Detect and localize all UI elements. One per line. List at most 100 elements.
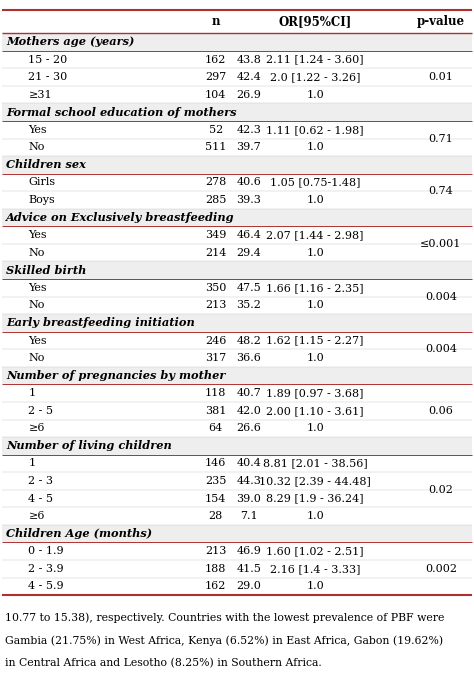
Text: 42.0: 42.0 bbox=[237, 406, 261, 416]
Text: 317: 317 bbox=[205, 353, 226, 363]
Bar bbox=[2, 314, 472, 331]
Text: 214: 214 bbox=[205, 248, 227, 257]
Text: Mothers age (years): Mothers age (years) bbox=[6, 37, 135, 48]
Text: 2.07 [1.44 - 2.98]: 2.07 [1.44 - 2.98] bbox=[266, 230, 364, 240]
Text: 349: 349 bbox=[205, 230, 227, 240]
Text: 43.8: 43.8 bbox=[237, 55, 261, 64]
Text: Formal school education of mothers: Formal school education of mothers bbox=[6, 107, 237, 118]
Text: Number of pregnancies by mother: Number of pregnancies by mother bbox=[6, 370, 226, 381]
Text: 0.004: 0.004 bbox=[425, 345, 457, 354]
Text: 44.3: 44.3 bbox=[237, 476, 261, 486]
Text: 2 - 3: 2 - 3 bbox=[28, 476, 54, 486]
Text: 0.71: 0.71 bbox=[428, 134, 453, 143]
Text: 40.4: 40.4 bbox=[237, 458, 261, 468]
Text: 1: 1 bbox=[28, 458, 36, 468]
Text: 0.06: 0.06 bbox=[428, 406, 453, 416]
Text: Gambia (21.75%) in West Africa, Kenya (6.52%) in East Africa, Gabon (19.62%): Gambia (21.75%) in West Africa, Kenya (6… bbox=[5, 635, 443, 646]
Text: 10.32 [2.39 - 44.48]: 10.32 [2.39 - 44.48] bbox=[259, 476, 371, 486]
Text: Yes: Yes bbox=[28, 336, 47, 345]
Text: 42.3: 42.3 bbox=[237, 125, 261, 135]
Text: 0 - 1.9: 0 - 1.9 bbox=[28, 546, 64, 556]
Text: 2.00 [1.10 - 3.61]: 2.00 [1.10 - 3.61] bbox=[266, 406, 364, 416]
Text: No: No bbox=[28, 248, 45, 257]
Text: p-value: p-value bbox=[417, 15, 465, 28]
Text: 1.0: 1.0 bbox=[306, 195, 324, 205]
Text: 1.0: 1.0 bbox=[306, 581, 324, 592]
Text: 7.1: 7.1 bbox=[240, 511, 258, 521]
Text: 162: 162 bbox=[205, 581, 227, 592]
Text: 154: 154 bbox=[205, 493, 227, 504]
Text: 48.2: 48.2 bbox=[237, 336, 261, 345]
Bar bbox=[2, 525, 472, 543]
Text: ≥31: ≥31 bbox=[28, 90, 52, 100]
Text: 1.60 [1.02 - 2.51]: 1.60 [1.02 - 2.51] bbox=[266, 546, 364, 556]
Text: 285: 285 bbox=[205, 195, 227, 205]
Bar bbox=[2, 156, 472, 174]
Text: Yes: Yes bbox=[28, 125, 47, 135]
Text: 41.5: 41.5 bbox=[237, 564, 261, 574]
Text: Early breastfeeding initiation: Early breastfeeding initiation bbox=[6, 318, 195, 329]
Text: 40.6: 40.6 bbox=[237, 177, 261, 188]
Text: 39.7: 39.7 bbox=[237, 143, 261, 152]
Text: 1.89 [0.97 - 3.68]: 1.89 [0.97 - 3.68] bbox=[266, 388, 364, 398]
Text: 21 - 30: 21 - 30 bbox=[28, 72, 68, 82]
Bar bbox=[2, 367, 472, 385]
Text: Girls: Girls bbox=[28, 177, 55, 188]
Text: 0.002: 0.002 bbox=[425, 564, 457, 574]
Text: 28: 28 bbox=[209, 511, 223, 521]
Text: Children Age (months): Children Age (months) bbox=[6, 528, 152, 539]
Text: 213: 213 bbox=[205, 300, 227, 311]
Text: ≥6: ≥6 bbox=[28, 424, 45, 433]
Text: 2.0 [1.22 - 3.26]: 2.0 [1.22 - 3.26] bbox=[270, 72, 360, 82]
Text: ≥6: ≥6 bbox=[28, 511, 45, 521]
Text: 350: 350 bbox=[205, 283, 227, 293]
Text: Number of living children: Number of living children bbox=[6, 440, 172, 451]
Bar bbox=[2, 103, 472, 121]
Text: 1.62 [1.15 - 2.27]: 1.62 [1.15 - 2.27] bbox=[266, 336, 364, 345]
Bar bbox=[2, 262, 472, 279]
Text: 40.7: 40.7 bbox=[237, 388, 261, 398]
Text: 118: 118 bbox=[205, 388, 227, 398]
Text: 15 - 20: 15 - 20 bbox=[28, 55, 68, 64]
Text: 213: 213 bbox=[205, 546, 227, 556]
Text: 26.6: 26.6 bbox=[237, 424, 261, 433]
Text: Yes: Yes bbox=[28, 230, 47, 240]
Text: 1.0: 1.0 bbox=[306, 248, 324, 257]
Text: 47.5: 47.5 bbox=[237, 283, 261, 293]
Text: 4 - 5.9: 4 - 5.9 bbox=[28, 581, 64, 592]
Text: 2 - 3.9: 2 - 3.9 bbox=[28, 564, 64, 574]
Text: 2.16 [1.4 - 3.33]: 2.16 [1.4 - 3.33] bbox=[270, 564, 360, 574]
Text: Yes: Yes bbox=[28, 283, 47, 293]
Text: 2.11 [1.24 - 3.60]: 2.11 [1.24 - 3.60] bbox=[266, 55, 364, 64]
Text: 46.9: 46.9 bbox=[237, 546, 261, 556]
Text: 1.0: 1.0 bbox=[306, 424, 324, 433]
Text: No: No bbox=[28, 300, 45, 311]
Text: 0.01: 0.01 bbox=[428, 72, 453, 82]
Text: Children sex: Children sex bbox=[6, 159, 86, 170]
Text: 1.11 [0.62 - 1.98]: 1.11 [0.62 - 1.98] bbox=[266, 125, 364, 135]
Text: 2 - 5: 2 - 5 bbox=[28, 406, 54, 416]
Text: 39.3: 39.3 bbox=[237, 195, 261, 205]
Text: No: No bbox=[28, 143, 45, 152]
Text: 1.0: 1.0 bbox=[306, 143, 324, 152]
Text: 46.4: 46.4 bbox=[237, 230, 261, 240]
Text: 1.05 [0.75-1.48]: 1.05 [0.75-1.48] bbox=[270, 177, 360, 188]
Text: 235: 235 bbox=[205, 476, 227, 486]
Text: 29.0: 29.0 bbox=[237, 581, 261, 592]
Text: 8.29 [1.9 - 36.24]: 8.29 [1.9 - 36.24] bbox=[266, 493, 364, 504]
Text: 8.81 [2.01 - 38.56]: 8.81 [2.01 - 38.56] bbox=[263, 458, 367, 468]
Text: 246: 246 bbox=[205, 336, 227, 345]
Text: 0.02: 0.02 bbox=[428, 485, 453, 495]
Text: OR[95%CI]: OR[95%CI] bbox=[279, 15, 352, 28]
Text: 10.77 to 15.38), respectively. Countries with the lowest prevalence of PBF were: 10.77 to 15.38), respectively. Countries… bbox=[5, 612, 444, 623]
Text: 381: 381 bbox=[205, 406, 227, 416]
Text: 1.0: 1.0 bbox=[306, 511, 324, 521]
Text: 1.0: 1.0 bbox=[306, 300, 324, 311]
Text: in Central Africa and Lesotho (8.25%) in Southern Africa.: in Central Africa and Lesotho (8.25%) in… bbox=[5, 658, 321, 668]
Text: n: n bbox=[211, 15, 220, 28]
Bar bbox=[2, 33, 472, 51]
Text: 36.6: 36.6 bbox=[237, 353, 261, 363]
Text: 52: 52 bbox=[209, 125, 223, 135]
Text: 297: 297 bbox=[205, 72, 226, 82]
Text: 104: 104 bbox=[205, 90, 227, 100]
